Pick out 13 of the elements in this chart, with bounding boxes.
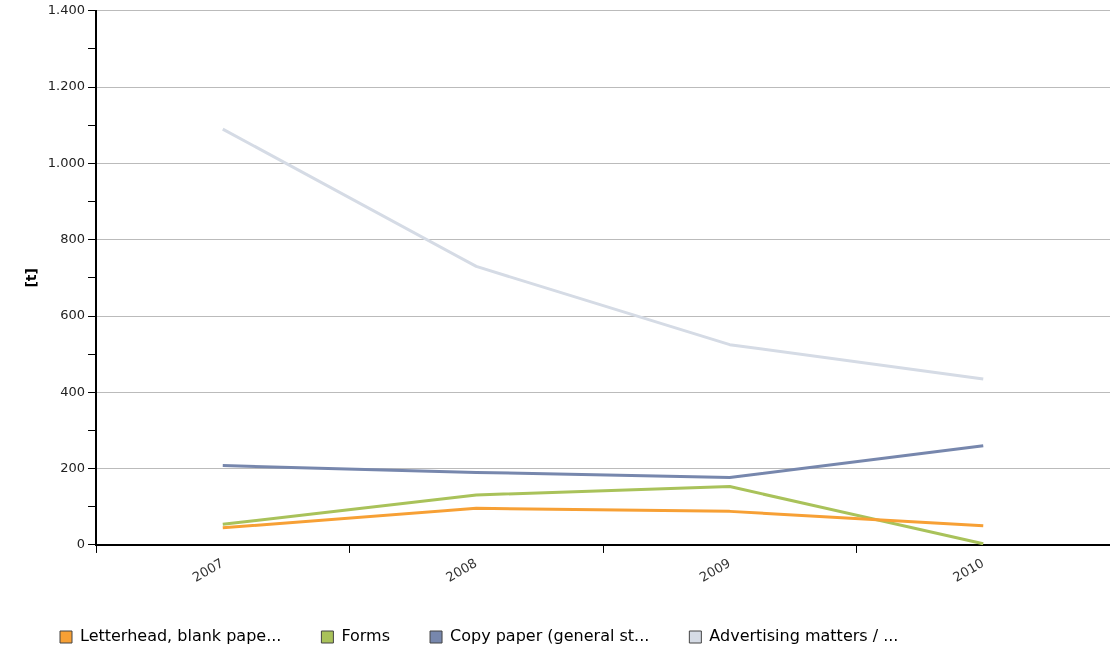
y-tick-label: 400 <box>60 383 86 399</box>
y-tick-label: 600 <box>60 307 86 323</box>
y-tick-label: 1.000 <box>47 154 86 170</box>
legend-label: Forms <box>341 626 391 646</box>
legend-label: Advertising matters / ... <box>709 626 899 646</box>
y-tick-label: 200 <box>60 460 86 476</box>
y-tick-label: 800 <box>60 231 86 247</box>
y-tick-label: 1.400 <box>47 2 86 18</box>
y-tick-label: 1.200 <box>47 78 86 94</box>
legend-label: Letterhead, blank pape... <box>80 626 282 646</box>
y-tick-label: 0 <box>76 536 86 552</box>
y-axis-title: [t] <box>23 268 40 288</box>
legend-label: Copy paper (general st... <box>450 626 650 646</box>
